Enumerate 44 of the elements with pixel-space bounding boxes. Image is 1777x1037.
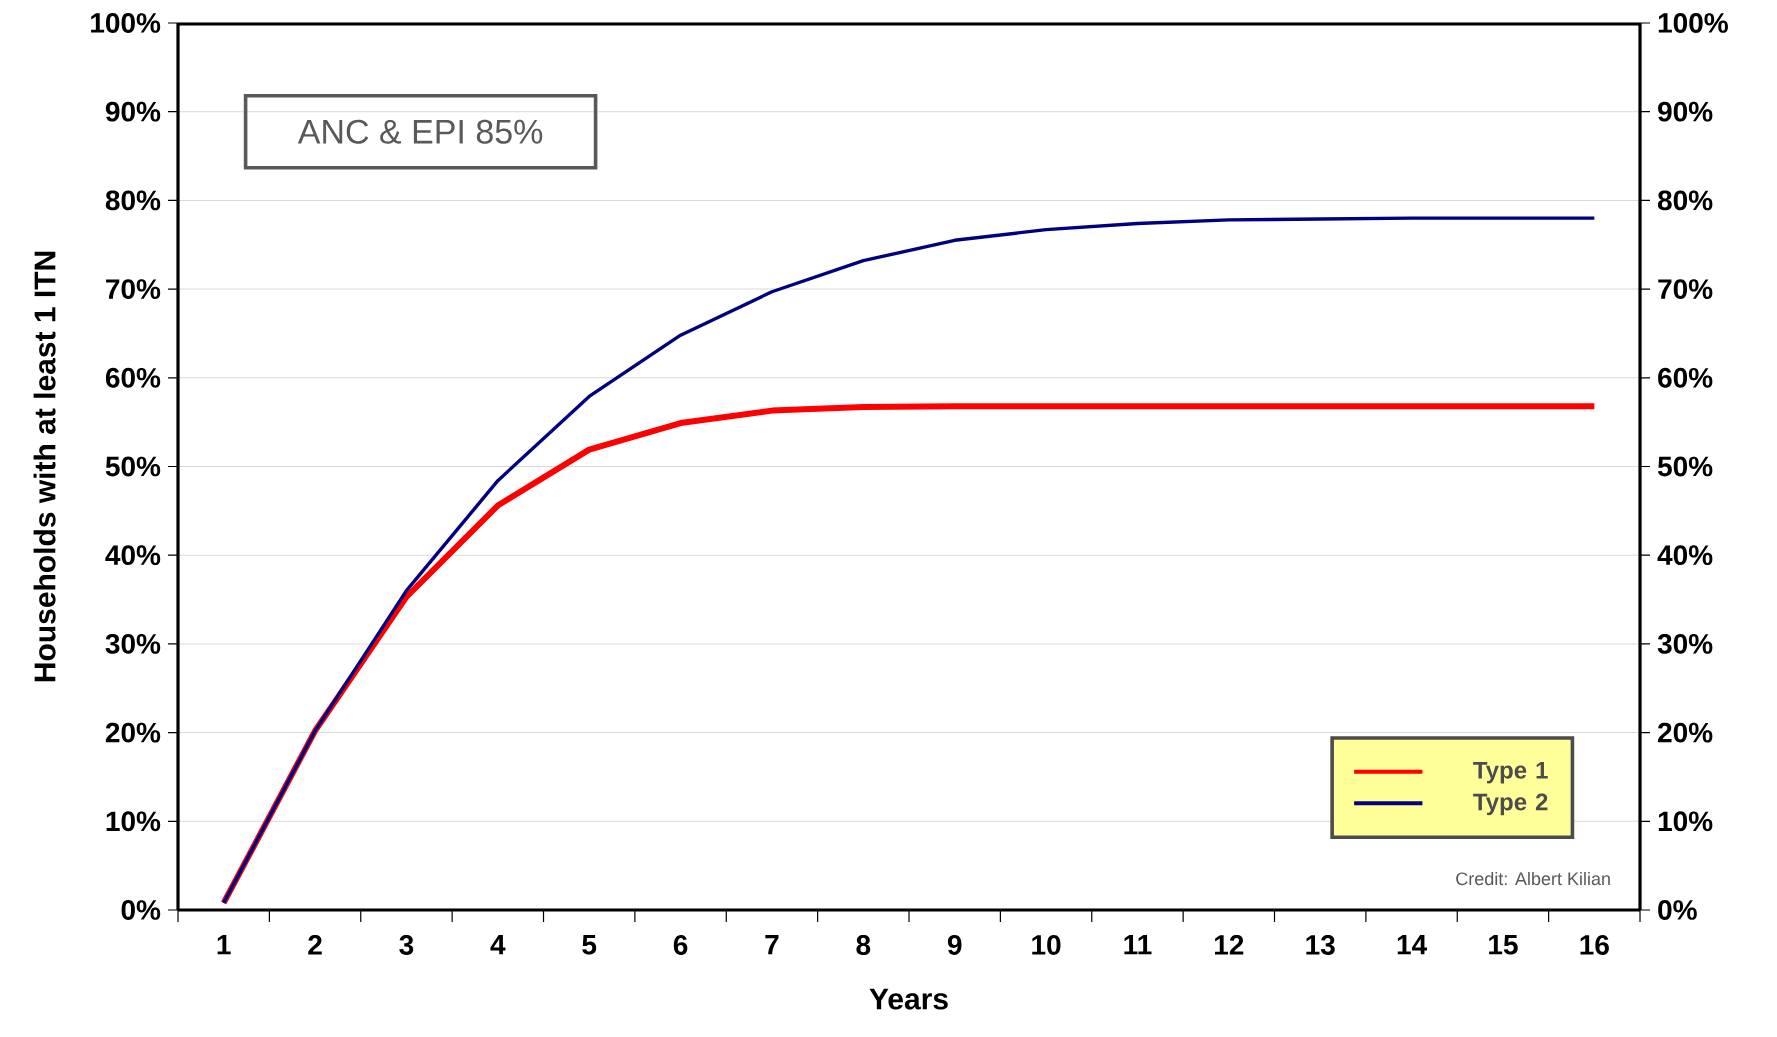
y-tick-label: 80% <box>105 190 161 211</box>
y2-tick-label: 60% <box>1658 367 1713 388</box>
annotation: Credit: Albert Kilian <box>1456 871 1610 886</box>
legend-label: Type 2 <box>1473 793 1548 816</box>
y-tick-label: 70% <box>106 279 161 299</box>
x-tick-label: 6 <box>673 935 688 955</box>
y-tick-label: 60% <box>105 367 161 388</box>
y2-tick-label: 50% <box>1657 456 1713 477</box>
y2-tick-label: 100% <box>1658 13 1728 33</box>
x-tick-label: 4 <box>490 935 506 955</box>
y-tick-label: 50% <box>105 456 161 477</box>
x-tick-label: 13 <box>1306 935 1335 955</box>
y2-tick-label: 0% <box>1658 900 1697 920</box>
annotation: ANC & EPI 85% <box>297 119 543 144</box>
x-axis-title: Years <box>869 988 948 1010</box>
y-tick-label: 90% <box>105 101 161 122</box>
legend-label: Type 1 <box>1473 761 1548 784</box>
x-tick-label: 5 <box>582 935 597 955</box>
x-tick-label: 3 <box>399 935 414 955</box>
y2-tick-label: 20% <box>1658 722 1713 743</box>
x-tick-label: 14 <box>1397 935 1427 955</box>
x-tick-label: 12 <box>1215 935 1244 955</box>
y2-tick-label: 30% <box>1657 633 1713 654</box>
x-tick-label: 9 <box>947 935 962 955</box>
y2-tick-label: 10% <box>1658 811 1713 832</box>
y2-tick-label: 70% <box>1658 279 1713 299</box>
y-tick-label: 10% <box>106 811 161 832</box>
x-tick-label: 7 <box>765 935 779 955</box>
x-tick-label: 8 <box>856 935 871 955</box>
y-tick-label: 0% <box>121 900 161 920</box>
y-tick-label: 20% <box>105 722 161 743</box>
x-tick-label: 2 <box>308 935 322 955</box>
x-tick-label: 1 <box>217 935 231 955</box>
y2-tick-label: 40% <box>1657 545 1713 566</box>
y-tick-label: 100% <box>91 13 161 33</box>
x-tick-label: 11 <box>1124 935 1152 955</box>
x-tick-label: 10 <box>1032 935 1061 955</box>
x-tick-label: 16 <box>1580 935 1609 955</box>
x-tick-label: 15 <box>1489 935 1518 955</box>
y2-tick-label: 90% <box>1658 101 1713 122</box>
y2-tick-label: 80% <box>1657 190 1713 211</box>
y-tick-label: 30% <box>105 633 161 654</box>
y-tick-label: 40% <box>105 545 161 566</box>
y-axis-title: Households with at least 1 ITN <box>33 251 56 682</box>
